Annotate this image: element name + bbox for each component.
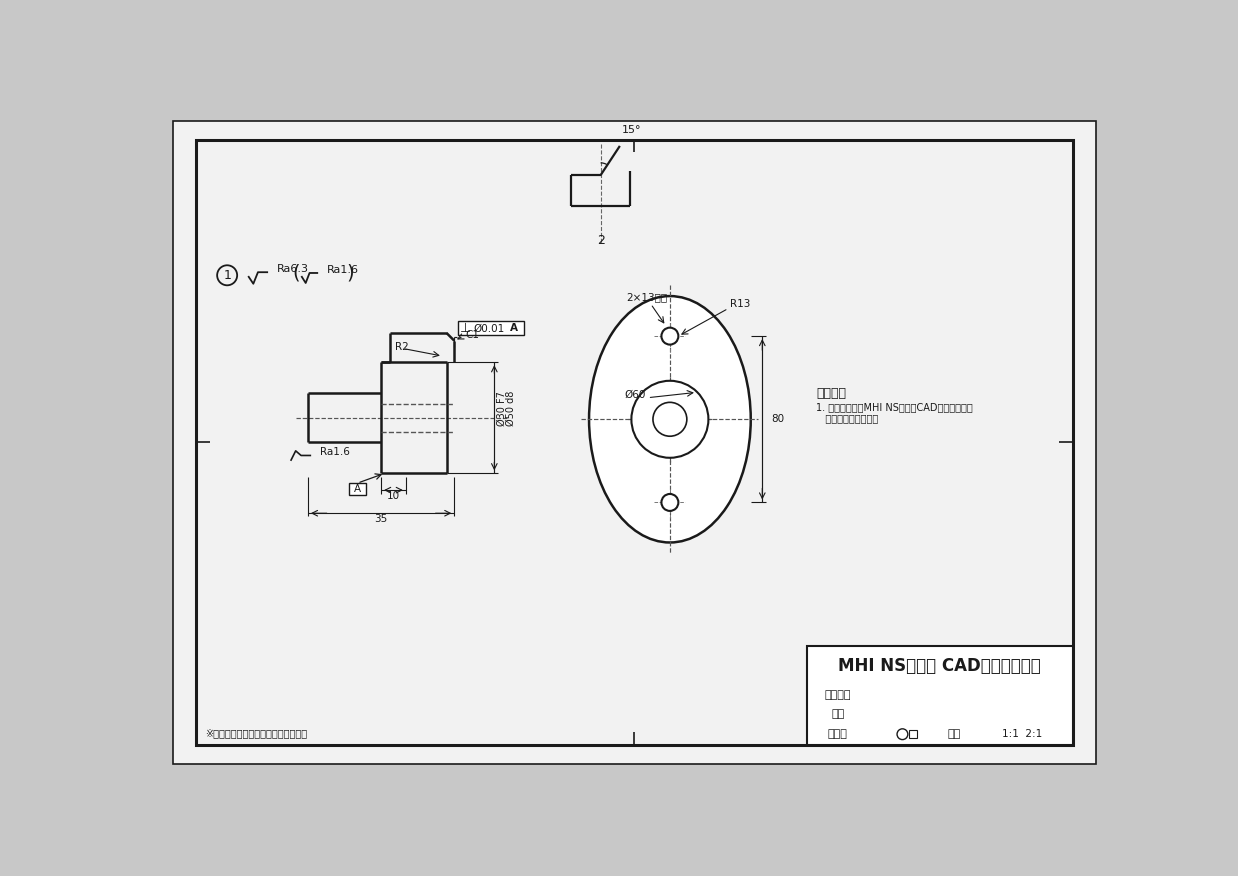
Text: Ø0.01: Ø0.01 [473, 323, 505, 334]
Bar [458, 321, 524, 336]
Text: 10: 10 [387, 491, 400, 501]
Text: 2×13キリ: 2×13キリ [626, 293, 667, 302]
Text: MHI NSエンジ CAD研修センター: MHI NSエンジ CAD研修センター [838, 657, 1041, 675]
Circle shape [652, 402, 687, 436]
Text: R13: R13 [730, 299, 750, 308]
Text: 注意事項: 注意事項 [816, 387, 847, 400]
Text: Ø60: Ø60 [624, 390, 646, 399]
Text: ): ) [347, 264, 354, 282]
Text: 投影法: 投影法 [828, 729, 848, 739]
Text: 1: 1 [223, 269, 232, 282]
Text: 80: 80 [771, 414, 785, 424]
Text: Ø50 d8: Ø50 d8 [506, 391, 516, 427]
Text: R2: R2 [395, 342, 409, 352]
Text: ⊥: ⊥ [459, 321, 470, 335]
Text: 尺度: 尺度 [947, 729, 961, 739]
Bar [807, 646, 1072, 745]
Text: C1: C1 [465, 329, 479, 340]
Text: 1. この図面は、MHI NSエンジCAD研修センター: 1. この図面は、MHI NSエンジCAD研修センター [816, 402, 973, 413]
Circle shape [661, 328, 678, 344]
Circle shape [661, 494, 678, 511]
Text: (: ( [292, 264, 300, 282]
Text: Ra1.6: Ra1.6 [327, 265, 359, 275]
Text: 2: 2 [597, 234, 604, 247]
Text: 1:1  2:1: 1:1 2:1 [1002, 729, 1042, 739]
Text: 35: 35 [375, 514, 387, 525]
Text: の練習用図面です。: の練習用図面です。 [816, 413, 879, 423]
Text: Ra6.3: Ra6.3 [277, 265, 310, 274]
Bar [197, 140, 1072, 745]
Text: 氏名: 氏名 [831, 710, 844, 719]
Text: Ø30 F7: Ø30 F7 [496, 391, 508, 426]
Text: Ra1.6: Ra1.6 [319, 448, 349, 457]
Text: 15°: 15° [623, 125, 641, 135]
Text: A: A [510, 323, 519, 334]
Bar [910, 731, 917, 738]
Circle shape [631, 381, 708, 458]
Text: ※面取りエッジは、省略しています。: ※面取りエッジは、省略しています。 [206, 729, 308, 738]
Text: A: A [354, 484, 360, 494]
Ellipse shape [589, 296, 750, 542]
Bar [349, 484, 365, 495]
Text: 図面名称: 図面名称 [825, 690, 851, 700]
